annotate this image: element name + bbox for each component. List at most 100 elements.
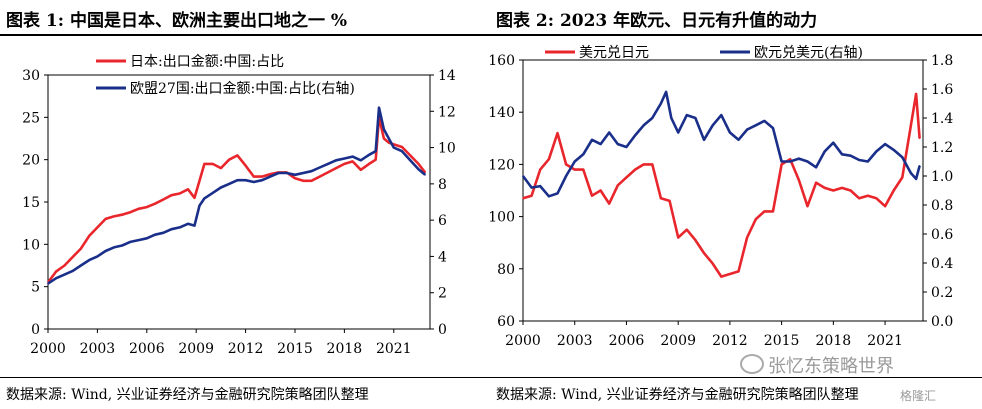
legend-label-0-1: 欧盟27国:出口金额:中国:占比(右轴) — [130, 81, 355, 97]
data-point-1-0 — [772, 210, 774, 213]
y-tick-label-0: 30 — [22, 68, 40, 84]
y-tick-label-1: 60 — [497, 314, 515, 330]
y2-tick-label-1: 0.0 — [931, 314, 953, 330]
data-point-1-1 — [875, 150, 878, 153]
x-tick-label-1: 2009 — [660, 333, 696, 349]
watermark: 张忆东策略世界 — [740, 352, 894, 378]
data-point-0-0 — [327, 171, 329, 174]
x-tick-label-0: 2021 — [376, 341, 412, 357]
data-point-0-1 — [63, 273, 66, 276]
data-point-0-0 — [374, 158, 377, 161]
data-point-0-0 — [388, 141, 390, 144]
data-point-1-1 — [694, 117, 697, 119]
data-point-1-0 — [660, 197, 662, 200]
data-point-0-1 — [285, 172, 288, 174]
data-point-1-1 — [754, 124, 757, 127]
x-tick-label-0: 2012 — [228, 341, 264, 357]
legend-label-1-1: 欧元兑美元(右轴) — [754, 45, 863, 61]
data-point-0-0 — [253, 175, 255, 178]
y2-tick-label-0: 2 — [438, 286, 447, 302]
data-point-1-0 — [685, 228, 688, 231]
data-point-0-0 — [310, 180, 313, 182]
data-point-0-1 — [261, 179, 263, 182]
data-point-1-1 — [703, 138, 705, 141]
data-point-1-0 — [582, 168, 585, 171]
data-point-0-1 — [401, 150, 403, 152]
data-point-1-0 — [832, 189, 835, 192]
data-point-0-1 — [145, 237, 148, 240]
data-point-1-1 — [522, 175, 524, 177]
data-point-0-0 — [63, 264, 66, 267]
data-point-0-1 — [137, 239, 140, 241]
data-point-1-1 — [573, 160, 576, 163]
data-point-1-0 — [729, 273, 731, 275]
data-point-1-1 — [591, 138, 593, 141]
data-point-1-0 — [884, 205, 886, 207]
data-point-1-1 — [832, 141, 835, 144]
data-point-1-1 — [901, 156, 904, 158]
data-point-1-1 — [849, 154, 852, 157]
watermark-text: 张忆东策略世界 — [768, 356, 894, 377]
data-point-1-1 — [780, 160, 783, 163]
data-point-0-0 — [417, 163, 420, 165]
data-point-1-1 — [746, 128, 748, 131]
y-tick-label-0: 25 — [22, 110, 40, 126]
data-point-1-0 — [823, 187, 826, 189]
data-point-0-1 — [302, 172, 305, 174]
data-point-0-0 — [351, 160, 354, 163]
data-point-0-1 — [178, 226, 181, 229]
data-point-0-0 — [162, 198, 165, 201]
data-point-0-1 — [80, 264, 82, 267]
y2-tick-label-1: 0.2 — [931, 285, 953, 301]
data-point-0-0 — [154, 202, 156, 205]
data-point-1-0 — [668, 200, 671, 202]
data-point-0-0 — [80, 247, 82, 250]
x-tick-label-0: 2015 — [277, 341, 313, 357]
data-point-1-1 — [670, 117, 673, 119]
data-point-1-0 — [651, 163, 654, 166]
data-point-0-1 — [383, 128, 385, 131]
data-point-0-1 — [121, 244, 123, 247]
data-point-1-0 — [746, 236, 748, 239]
data-point-0-0 — [409, 154, 412, 157]
data-point-0-0 — [220, 167, 222, 169]
data-point-0-1 — [343, 157, 346, 160]
data-point-0-0 — [383, 137, 385, 140]
y-tick-label-0: 20 — [22, 153, 40, 169]
wechat-icon — [740, 354, 764, 374]
data-point-1-1 — [556, 192, 559, 195]
data-point-1-1 — [720, 114, 723, 116]
data-point-0-0 — [193, 196, 196, 199]
data-point-0-0 — [244, 164, 247, 167]
data-point-1-0 — [806, 205, 809, 207]
data-point-0-0 — [55, 270, 58, 273]
data-point-0-0 — [187, 188, 189, 191]
y2-tick-label-1: 1.0 — [931, 169, 953, 185]
data-point-1-1 — [737, 138, 740, 141]
data-point-0-0 — [71, 256, 74, 258]
y-tick-label-1: 120 — [488, 157, 515, 173]
y-tick-label-0: 10 — [22, 237, 40, 253]
data-point-1-0 — [841, 187, 843, 189]
data-point-0-1 — [244, 179, 247, 182]
data-point-1-0 — [849, 189, 852, 192]
data-point-1-0 — [892, 189, 895, 192]
data-point-1-0 — [875, 197, 878, 200]
data-point-1-0 — [608, 202, 611, 205]
series-line-0-1 — [47, 106, 426, 285]
data-point-1-1 — [677, 131, 679, 134]
x-tick-label-1: 2015 — [764, 333, 800, 349]
data-point-0-0 — [368, 163, 370, 165]
data-point-1-0 — [703, 252, 705, 254]
data-point-1-0 — [918, 137, 921, 140]
data-point-1-0 — [565, 163, 567, 166]
legend-label-1-0: 美元兑日元 — [579, 45, 649, 61]
data-point-1-1 — [625, 146, 628, 148]
data-point-0-1 — [335, 159, 337, 162]
data-point-0-1 — [253, 181, 255, 183]
y2-tick-label-0: 8 — [438, 177, 447, 193]
data-point-0-0 — [401, 146, 403, 148]
data-point-0-0 — [170, 194, 173, 197]
y2-tick-label-1: 1.4 — [931, 111, 953, 127]
data-point-0-1 — [211, 192, 214, 194]
